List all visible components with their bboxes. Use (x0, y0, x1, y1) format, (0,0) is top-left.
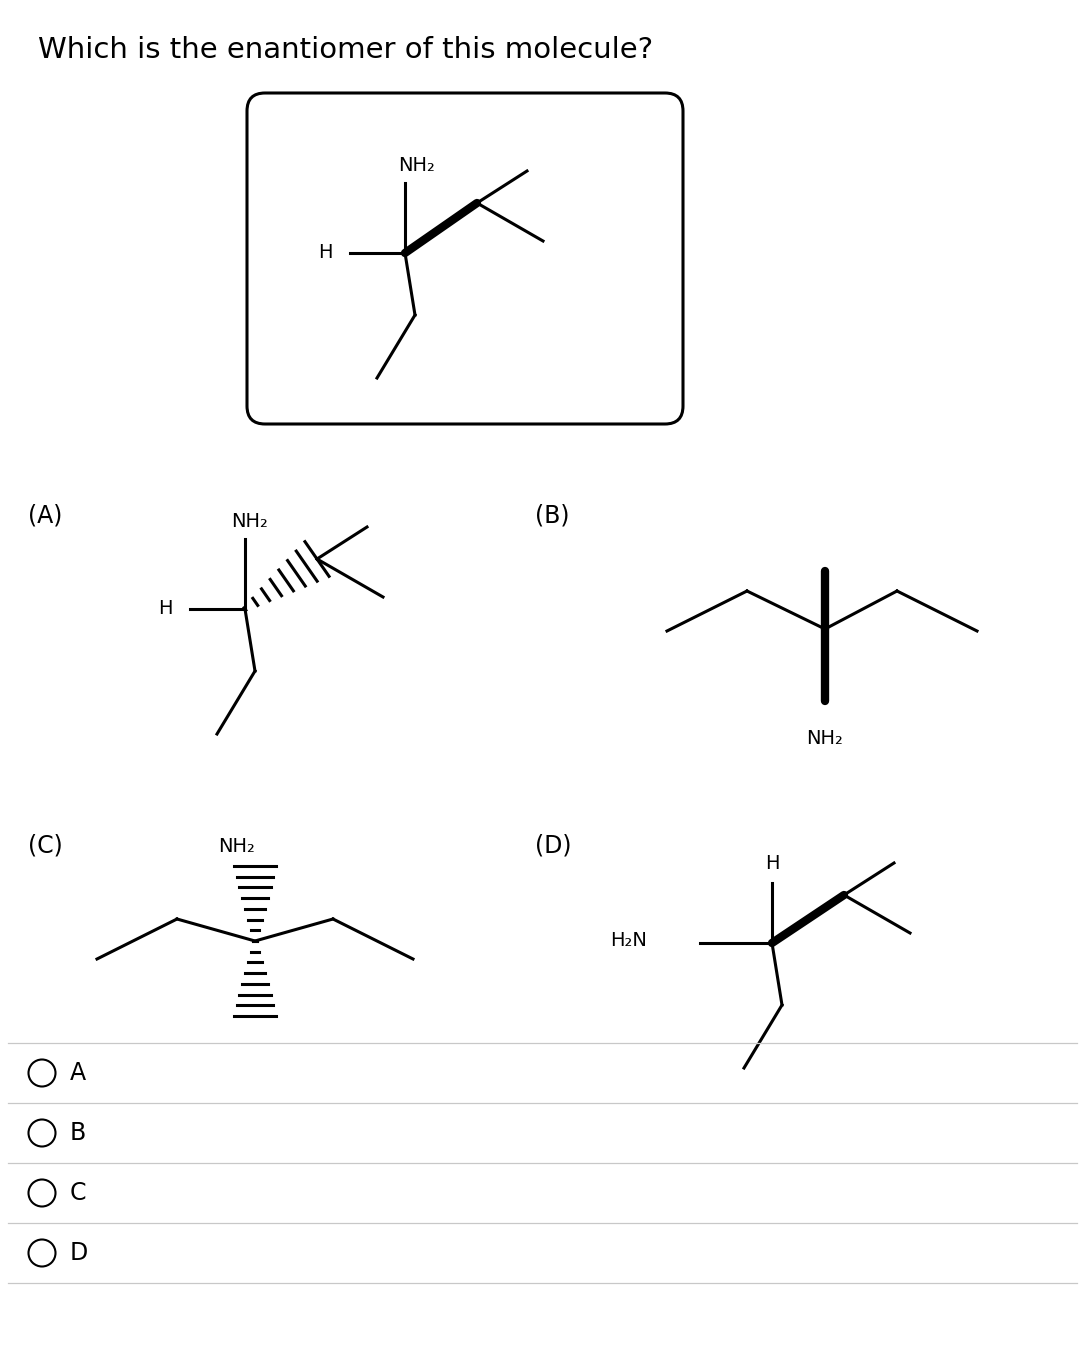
Text: Which is the enantiomer of this molecule?: Which is the enantiomer of this molecule… (38, 35, 653, 64)
Text: C: C (71, 1181, 87, 1204)
Text: H: H (319, 244, 333, 263)
Circle shape (28, 1180, 55, 1206)
Text: (D): (D) (535, 833, 572, 857)
Text: D: D (71, 1241, 88, 1264)
Text: (B): (B) (535, 504, 570, 527)
Text: H: H (158, 599, 173, 618)
Text: H: H (765, 853, 779, 872)
Text: H₂N: H₂N (610, 931, 647, 950)
Text: NH₂: NH₂ (231, 512, 268, 531)
Text: NH₂: NH₂ (806, 729, 843, 749)
Text: NH₂: NH₂ (218, 837, 255, 856)
Text: (A): (A) (28, 504, 62, 527)
Circle shape (28, 1120, 55, 1146)
Circle shape (28, 1240, 55, 1267)
FancyBboxPatch shape (247, 93, 682, 425)
Circle shape (28, 1059, 55, 1086)
Text: NH₂: NH₂ (398, 157, 435, 176)
Text: (C): (C) (28, 833, 63, 857)
Text: B: B (71, 1121, 86, 1145)
Text: A: A (71, 1062, 86, 1085)
